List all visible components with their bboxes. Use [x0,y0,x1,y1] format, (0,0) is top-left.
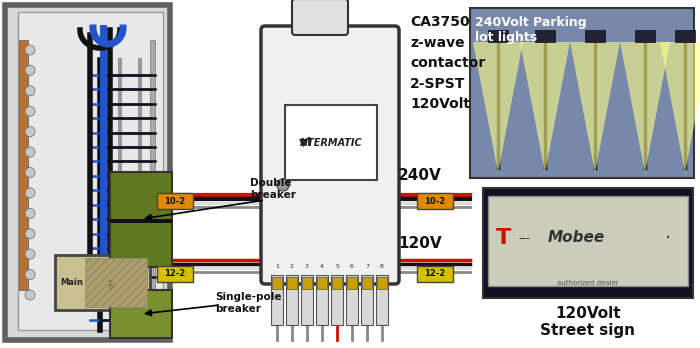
Text: 2: 2 [290,264,294,269]
Circle shape [25,188,35,198]
Text: 240Volt Parking
lot lights: 240Volt Parking lot lights [475,16,587,44]
Polygon shape [660,42,700,173]
Bar [488,196,688,286]
Text: 120V: 120V [398,236,442,251]
Text: 240V: 240V [398,168,442,183]
Bar [347,277,357,289]
Bar [332,277,342,289]
Bar [157,266,193,282]
Bar [271,275,283,325]
Text: Mobee: Mobee [548,230,606,245]
Circle shape [25,229,35,239]
Bar [377,277,387,289]
Circle shape [25,290,35,300]
Bar [483,188,693,298]
Bar [376,275,388,325]
FancyBboxPatch shape [261,26,399,284]
Text: OFF: OFF [110,277,115,288]
Bar [301,275,313,325]
Text: 8: 8 [380,264,384,269]
Circle shape [25,86,35,96]
Circle shape [25,147,35,157]
Bar [285,105,377,180]
Bar [361,275,373,325]
Text: NTERMATIC: NTERMATIC [300,137,363,148]
Text: Double
breaker: Double breaker [250,178,296,200]
Bar [110,219,172,223]
Text: 7: 7 [365,264,369,269]
Circle shape [25,249,35,259]
Text: 10-2: 10-2 [164,197,186,206]
Bar [110,290,172,338]
Text: I: I [307,136,312,149]
Bar [287,277,297,289]
Text: 120Volt
Street sign: 120Volt Street sign [540,306,636,338]
Circle shape [277,179,289,191]
Bar [417,266,453,282]
Bar [157,193,193,209]
Bar [55,255,150,310]
Bar [19,40,28,290]
Bar [85,258,147,307]
Bar [316,275,328,325]
Text: Main: Main [60,278,83,287]
Bar [585,30,605,42]
Text: 5: 5 [335,264,339,269]
Circle shape [25,65,35,76]
Bar [150,40,155,310]
Text: 6: 6 [350,264,354,269]
Bar [346,275,358,325]
Text: ▼: ▼ [299,137,307,148]
Bar [417,193,453,209]
Text: authorized dealer: authorized dealer [557,280,619,286]
Bar [675,30,695,42]
Text: CA3750
z-wave
contactor
2-SPST
120Volt: CA3750 z-wave contactor 2-SPST 120Volt [410,15,485,111]
Bar [18,12,163,330]
Text: 12-2: 12-2 [164,269,186,278]
Text: 3: 3 [305,264,309,269]
Bar [286,275,298,325]
Circle shape [25,106,35,116]
Text: ·: · [665,229,671,247]
Circle shape [25,45,35,55]
Text: Single-pole
breaker: Single-pole breaker [215,292,281,314]
Polygon shape [620,42,670,173]
Polygon shape [520,42,570,173]
Bar [488,30,508,42]
Text: 4: 4 [320,264,324,269]
Bar [535,30,555,42]
Bar [470,8,694,178]
Circle shape [25,167,35,177]
Bar [331,275,343,325]
Circle shape [25,127,35,137]
Bar [635,30,655,42]
Polygon shape [473,42,523,173]
Text: 10-2: 10-2 [424,197,446,206]
Text: ---: --- [518,233,530,243]
Bar [302,277,312,289]
Circle shape [25,270,35,279]
FancyBboxPatch shape [292,0,348,35]
Text: T: T [496,228,510,248]
Bar [110,172,172,267]
Bar [317,277,327,289]
Bar [362,277,372,289]
Text: 12-2: 12-2 [424,269,446,278]
Circle shape [25,208,35,218]
Bar [272,277,282,289]
Text: 1: 1 [275,264,279,269]
Polygon shape [570,42,620,173]
Bar [5,5,170,340]
